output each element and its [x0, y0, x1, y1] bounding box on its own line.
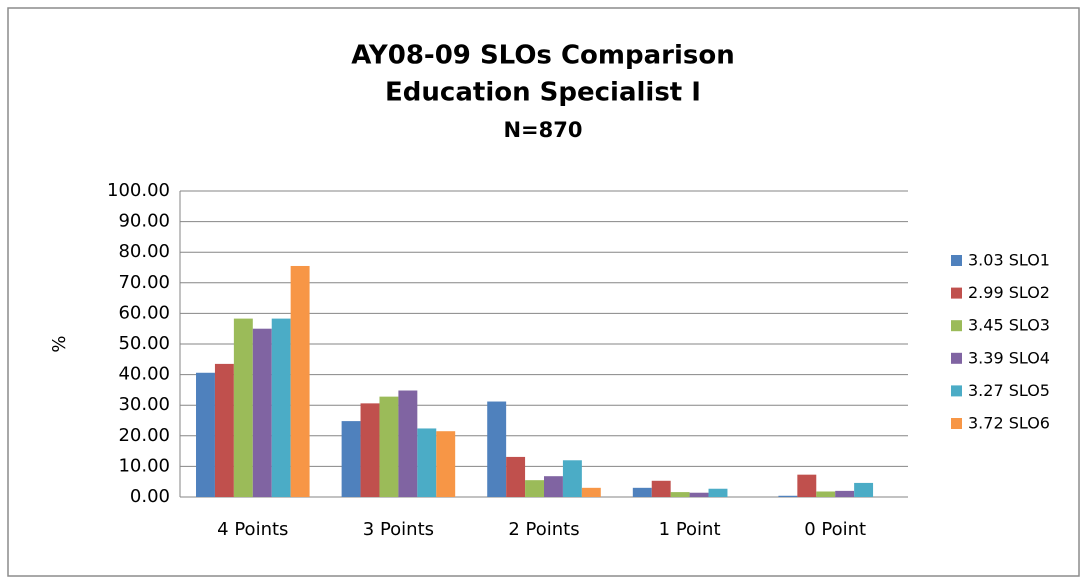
bar: [708, 488, 728, 497]
bar: [816, 491, 836, 497]
bar: [835, 490, 855, 497]
bar: [214, 363, 234, 497]
legend-label: 3.39 SLO4: [968, 348, 1050, 367]
bar: [778, 495, 798, 497]
bar: [271, 318, 291, 497]
y-tick-label: 90.00: [118, 211, 170, 232]
bar: [506, 456, 526, 497]
bar: [581, 487, 601, 497]
legend-swatch: [951, 385, 962, 397]
legend-swatch: [951, 320, 962, 332]
legend-label: 2.99 SLO2: [968, 283, 1050, 302]
y-tick-label: 20.00: [118, 425, 170, 446]
y-axis-label: %: [49, 335, 70, 352]
bar: [797, 474, 817, 497]
bar: [487, 401, 507, 497]
y-tick-label: 70.00: [118, 272, 170, 293]
bar: [252, 328, 272, 497]
bar: [379, 396, 399, 497]
bar: [651, 480, 671, 497]
chart-title: Education Specialist I: [385, 78, 701, 108]
chart-title: AY08-09 SLOs Comparison: [351, 41, 734, 71]
bar: [525, 480, 544, 497]
bar: [689, 492, 709, 497]
legend-swatch: [951, 418, 962, 429]
y-tick-label: 30.00: [118, 394, 170, 415]
legend-label: 3.72 SLO6: [968, 414, 1050, 433]
y-tick-label: 10.00: [118, 455, 170, 476]
bar: [417, 428, 437, 497]
x-tick-label: 3 Points: [363, 519, 434, 540]
bar: [233, 318, 253, 497]
bar: [360, 403, 380, 497]
bar: [290, 265, 310, 497]
legend-swatch: [951, 287, 962, 299]
legend-label: 3.27 SLO5: [968, 381, 1050, 400]
y-tick-label: 80.00: [118, 241, 170, 262]
x-tick-label: 1 Point: [659, 519, 721, 540]
y-tick-label: 50.00: [118, 333, 170, 354]
x-tick-label: 2 Points: [508, 519, 579, 540]
y-tick-label: 60.00: [118, 302, 170, 323]
legend-label: 3.03 SLO1: [968, 251, 1050, 270]
bar: [632, 487, 652, 497]
bar: [436, 431, 456, 497]
y-tick-label: 0.00: [130, 486, 170, 507]
x-tick-label: 4 Points: [217, 519, 288, 540]
bar: [544, 476, 563, 497]
legend-swatch: [951, 352, 962, 364]
bar: [562, 460, 582, 497]
bar: [670, 492, 690, 497]
x-tick-label: 0 Point: [804, 519, 866, 540]
y-tick-label: 100.00: [107, 180, 170, 201]
bar: [196, 372, 215, 497]
legend-swatch: [951, 255, 962, 266]
bar: [398, 390, 418, 497]
legend-label: 3.45 SLO3: [968, 316, 1050, 335]
chart-subtitle: N=870: [503, 118, 582, 142]
bar: [341, 421, 361, 497]
y-tick-label: 40.00: [118, 364, 170, 385]
bar: [854, 482, 874, 497]
